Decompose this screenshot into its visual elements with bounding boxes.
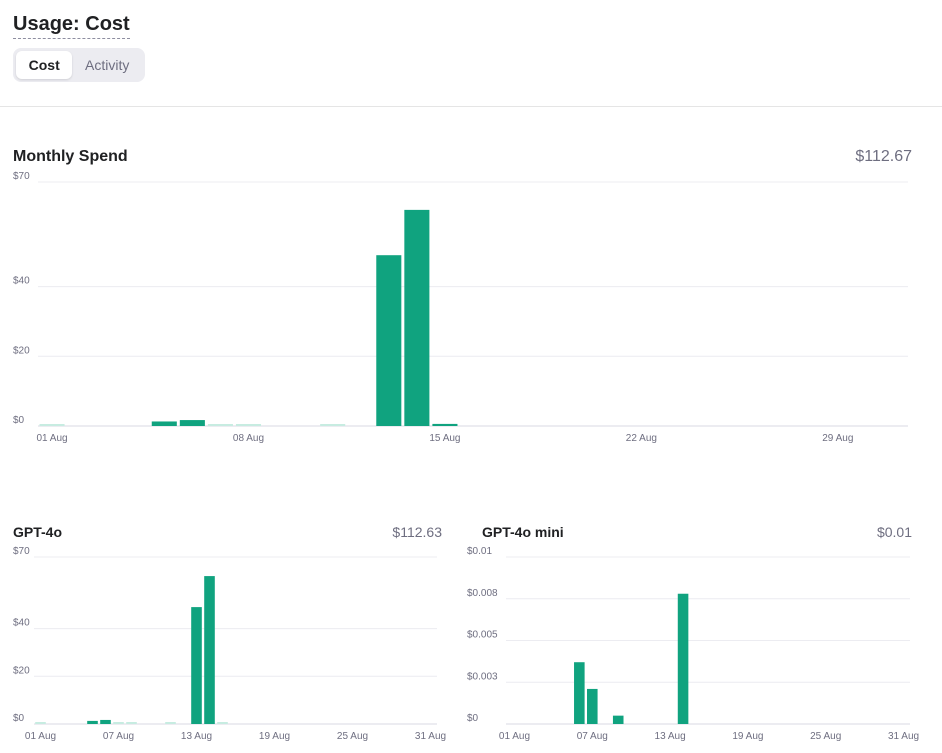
bar-07[interactable] [207, 424, 233, 426]
header-divider [0, 106, 942, 107]
bar-08[interactable] [126, 722, 137, 724]
y-tick-label: $40 [13, 276, 30, 287]
y-tick-label: $0 [13, 415, 25, 426]
page-title: Usage: Cost [13, 12, 130, 39]
view-toggle: Cost Activity [13, 48, 145, 82]
bar-01[interactable] [35, 722, 46, 724]
y-tick-label: $70 [13, 546, 30, 557]
y-tick-label: $0.008 [467, 588, 498, 599]
bar-14[interactable] [404, 209, 430, 426]
y-tick-label: $0.005 [467, 630, 498, 641]
x-tick-label: 13 Aug [655, 731, 686, 742]
x-tick-label: 01 Aug [499, 731, 530, 742]
bar-11[interactable] [165, 722, 176, 724]
bar-07[interactable] [587, 688, 598, 724]
y-tick-label: $0 [13, 713, 25, 724]
bar-14[interactable] [204, 576, 215, 724]
x-tick-label: 22 Aug [626, 433, 657, 444]
monthly-spend-total: $112.67 [855, 148, 912, 165]
y-tick-label: $20 [13, 345, 30, 356]
monthly-spend-chart: $0 $20 $40 $70 01 Aug 08 Aug 15 Aug 22 Aug 29 Au… [13, 171, 908, 444]
bar-06[interactable] [100, 719, 111, 724]
gpt4omini-chart: $0 $0.003 $0.005 $0.008 $0.01 01 Aug 07 Aug 13 … [467, 546, 919, 742]
x-tick-label: 25 Aug [810, 731, 841, 742]
gpt4o-title: GPT-4o [13, 524, 63, 540]
gpt4omini-title: GPT-4o mini [482, 524, 564, 540]
y-tick-label: $20 [13, 665, 30, 676]
x-tick-label: 29 Aug [822, 433, 853, 444]
x-tick-label: 31 Aug [415, 731, 446, 742]
bar-08[interactable] [235, 424, 262, 426]
tab-cost[interactable]: Cost [16, 51, 73, 79]
x-tick-label: 07 Aug [103, 731, 134, 742]
bar-06[interactable] [574, 662, 585, 724]
bar-09[interactable] [612, 715, 624, 724]
x-tick-label: 07 Aug [577, 731, 608, 742]
tab-activity[interactable]: Activity [85, 57, 130, 73]
bar-14[interactable] [677, 593, 689, 724]
monthly-spend-title: Monthly Spend [13, 148, 128, 165]
bar-13[interactable] [376, 255, 402, 426]
y-tick-label: $0.003 [467, 671, 498, 682]
gpt4omini-total: $0.01 [876, 524, 912, 540]
y-tick-label: $0.01 [467, 546, 492, 557]
x-tick-label: 01 Aug [25, 731, 56, 742]
x-tick-label: 13 Aug [181, 731, 212, 742]
y-tick-label: $0 [467, 713, 479, 724]
x-tick-label: 19 Aug [732, 731, 763, 742]
x-tick-label: 31 Aug [888, 731, 919, 742]
x-tick-label: 19 Aug [259, 731, 290, 742]
bar-06[interactable] [179, 420, 205, 426]
y-tick-label: $70 [13, 171, 30, 182]
x-tick-label: 15 Aug [429, 433, 460, 444]
gpt4o-total: $112.63 [392, 524, 442, 540]
gpt4o-chart: $0 $20 $40 $70 01 Aug 07 Aug 13 Aug 19 Aug 25 Au… [13, 546, 446, 742]
bar-11[interactable] [320, 424, 346, 426]
bar-13[interactable] [191, 607, 202, 724]
bar-05[interactable] [87, 720, 98, 724]
bar-05[interactable] [151, 421, 177, 426]
x-tick-label: 08 Aug [233, 433, 264, 444]
y-tick-label: $40 [13, 618, 30, 629]
bar-15[interactable] [432, 423, 458, 426]
bar-01[interactable] [39, 424, 65, 426]
bar-15[interactable] [217, 722, 228, 724]
x-tick-label: 25 Aug [337, 731, 368, 742]
bar-07[interactable] [113, 722, 124, 724]
x-tick-label: 01 Aug [36, 433, 67, 444]
